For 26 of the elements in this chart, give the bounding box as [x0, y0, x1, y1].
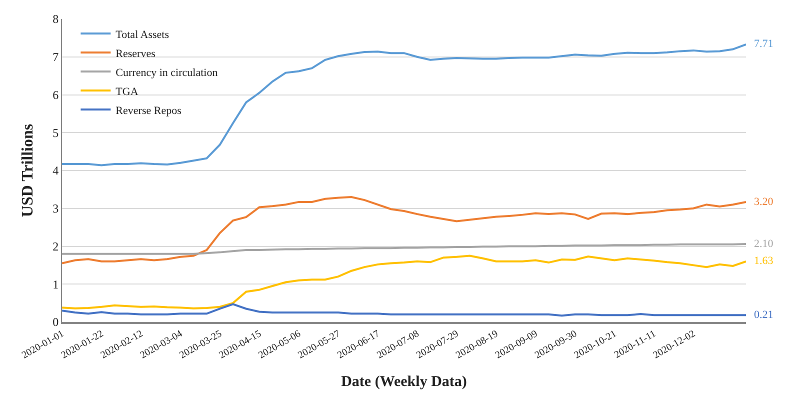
legend-label: Reserves [116, 48, 156, 60]
y-tick-label: 0 [52, 315, 59, 330]
y-tick-label: 6 [52, 88, 59, 102]
text: 2.10 [754, 238, 774, 250]
text: 7.71 [754, 38, 774, 50]
y-tick-label: 4 [52, 164, 59, 178]
text: 3.20 [754, 196, 774, 208]
y-tick-label: 8 [52, 12, 59, 26]
y-tick-label: 2 [52, 239, 59, 254]
legend-label: Reverse Repos [116, 104, 182, 117]
legend-label: TGA [116, 86, 138, 98]
line-series [62, 254, 746, 310]
y-tick-label: 1 [52, 277, 59, 292]
legend-label: Currency in circulation [116, 66, 218, 79]
y-tick-label: 3 [52, 202, 59, 216]
line-series [62, 196, 746, 264]
line-series [62, 43, 746, 166]
legend-label: Total Assets [116, 28, 170, 41]
line-series [62, 242, 746, 255]
x-axis-title: Date (Weekly Data) [341, 374, 467, 390]
y-tick-label: 7 [52, 50, 59, 64]
y-axis-title: USD Trillions [20, 124, 36, 218]
text: 0.21 [754, 309, 774, 321]
y-tick-label: 5 [52, 126, 59, 140]
line-series [62, 303, 746, 317]
text: 1.63 [754, 255, 774, 267]
